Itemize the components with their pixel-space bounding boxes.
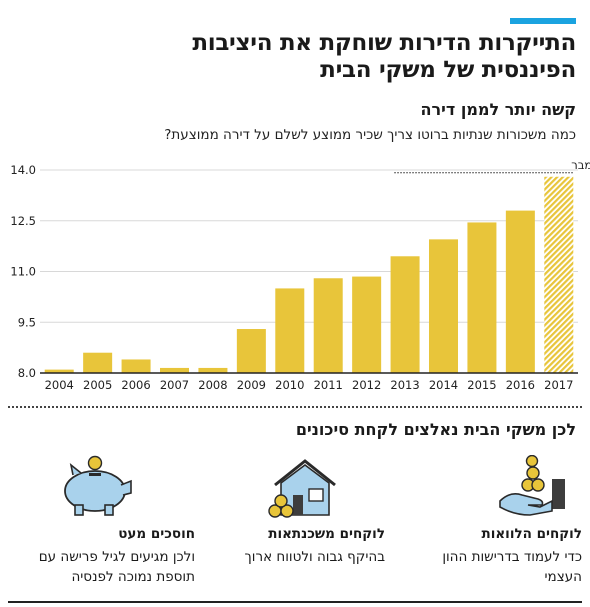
x-tick-label: 2014	[429, 378, 458, 392]
column-title: לוקחים הלוואות	[481, 526, 583, 542]
accent-bar	[510, 18, 576, 24]
bar-2011	[313, 278, 343, 373]
y-tick-label: 12.5	[10, 214, 36, 228]
column-title: לוקחים משכנתאות	[268, 526, 385, 542]
house-with-coins-icon	[268, 459, 336, 518]
bar-2012	[352, 276, 382, 373]
grid-lines	[40, 169, 578, 323]
bar-chart: 8.0 9.5 11.0 12.5 14.0 2004 2005 2006 2007 2008 20…	[10, 158, 590, 392]
y-tick-label: 8.0	[18, 366, 36, 380]
section-title: לכן משקי הבית נאלצים לקחת סיכונים	[295, 420, 576, 439]
x-tick-label: 2012	[352, 378, 381, 392]
bar-2008	[198, 367, 228, 373]
x-tick-label: 2004	[45, 378, 74, 392]
bar-2016	[505, 210, 535, 373]
bar-2014	[429, 239, 458, 373]
piggy-bank-icon	[64, 455, 132, 516]
x-tick-label: 2005	[83, 378, 112, 392]
x-tick-label: 2013	[390, 378, 419, 392]
x-tick-label: 2009	[237, 378, 266, 392]
bar-2009	[236, 329, 266, 373]
chart-subhead: קשה יותר לממן דירה	[420, 100, 576, 119]
column-text: כדי לעמוד בדרישות ההון העצמי	[442, 549, 582, 585]
y-tick-label: 9.5	[18, 315, 36, 329]
chart-description: כמה משכורות שנתיות ברוטו צריך שכיר ממוצע…	[164, 127, 576, 143]
x-tick-label: 2016	[506, 378, 535, 392]
bar-2010	[275, 288, 305, 373]
section-divider	[8, 406, 582, 408]
y-tick-label: 14.0	[10, 163, 36, 177]
hand-with-coins-icon	[499, 455, 565, 516]
labels: 8.0 9.5 11.0 12.5 14.0 2004 2005 2006 2007 2008 20…	[10, 158, 590, 392]
bars	[44, 176, 574, 373]
x-tick-label: 2010	[275, 378, 304, 392]
column-text: ולכן מגיעים לגיל פרישה עם תוספת נמוכה לפ…	[38, 549, 195, 585]
x-tick-label: 2007	[160, 378, 189, 392]
headline-line-2: הפיננסית של משקי הבית	[320, 57, 576, 83]
column-title: חוסכים מעט	[118, 526, 195, 542]
bar-2017	[544, 176, 574, 373]
y-tick-label: 11.0	[10, 265, 36, 279]
x-tick-label: 2006	[121, 378, 150, 392]
x-tick-label: 2011	[314, 378, 343, 392]
column-text: בהיקף גבוה ולטווח ארוך	[244, 549, 385, 565]
x-tick-label: 2017	[544, 378, 573, 392]
bottom-rule	[8, 601, 582, 603]
bar-2006	[121, 359, 151, 373]
bar-2015	[467, 222, 497, 373]
headline: התייקרות הדירות שוחקת את היציבות הפיננסי…	[16, 30, 576, 84]
bar-2004	[44, 369, 74, 373]
x-tick-label: 2015	[467, 378, 496, 392]
bar-2005	[83, 352, 113, 373]
bar-2013	[390, 256, 420, 373]
column-mortgages: לוקחים משכנתאות בהיקף גבוה ולטווח ארוך	[205, 455, 385, 595]
bar-2007	[160, 367, 189, 373]
column-loans: לוקחים הלוואות כדי לעמוד בדרישות ההון הע…	[402, 455, 582, 595]
column-savings: חוסכים מעט ולכן מגיעים לגיל פרישה עם תוס…	[10, 455, 195, 595]
x-tick-label: 2008	[198, 378, 227, 392]
headline-line-1: התייקרות הדירות שוחקת את היציבות	[192, 30, 576, 56]
bar-annotation: ממוצע, עד אוגוסט/ספטמבר	[571, 158, 590, 172]
